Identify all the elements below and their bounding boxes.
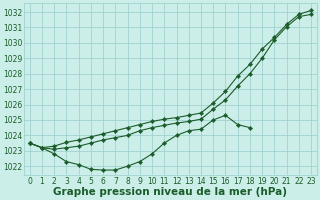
X-axis label: Graphe pression niveau de la mer (hPa): Graphe pression niveau de la mer (hPa) <box>53 187 287 197</box>
